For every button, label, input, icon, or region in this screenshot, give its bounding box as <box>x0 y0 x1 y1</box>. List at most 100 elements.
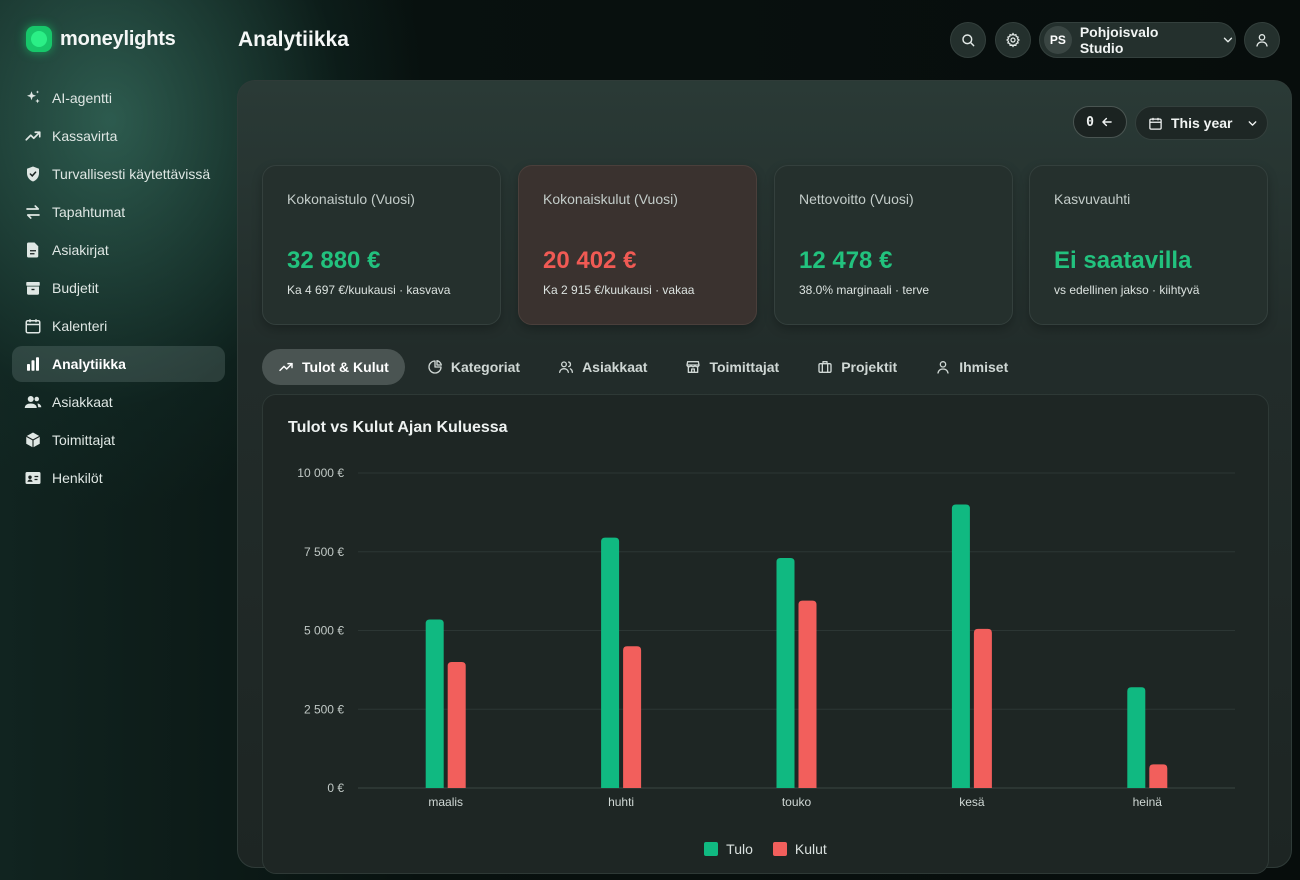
arrow-left-icon <box>1102 117 1112 127</box>
sidebar-item-label: Henkilöt <box>52 470 103 486</box>
sidebar-item-kalenteri[interactable]: Kalenteri <box>12 308 225 344</box>
users-icon <box>559 361 574 373</box>
kpi-subtext: Ka 2 915 €/kuukausi · vakaa <box>543 283 695 297</box>
bar-kulut-touko <box>798 600 817 788</box>
income-expenses-chart-card: Tulot vs Kulut Ajan Kuluessa 0 € 2 500 € 5… <box>262 394 1269 874</box>
id-card-icon <box>25 472 41 484</box>
chevron-down-icon <box>1223 37 1233 43</box>
sidebar-item-asiakkaat[interactable]: Asiakkaat <box>12 384 225 420</box>
tab-people[interactable]: Ihmiset <box>919 349 1024 385</box>
x-tick-label: kesä <box>959 795 985 809</box>
sidebar-item-asiakirjat[interactable]: Asiakirjat <box>12 232 225 268</box>
app-logo[interactable]: moneylights <box>26 26 176 52</box>
org-avatar: PS <box>1044 26 1072 54</box>
tab-label: Kategoriat <box>450 359 521 375</box>
tab-label: Toimittajat <box>709 359 780 375</box>
users-icon <box>24 396 42 408</box>
legend-swatch-expenses <box>772 842 787 856</box>
bar-tulo-huhti <box>601 537 620 788</box>
period-selector[interactable]: This year <box>1135 106 1268 140</box>
trending-up-icon <box>25 131 41 141</box>
sidebar-item-label: Budjetit <box>52 280 99 296</box>
kpi-card-growth-rate: Kasvuvauhti Ei saatavilla vs edellinen j… <box>1029 165 1268 325</box>
user-icon <box>1256 34 1268 47</box>
analytics-tabs: Tulot & Kulut Kategoriat Asiakkaat Toimi… <box>262 349 1024 385</box>
kpi-value: 32 880 € <box>287 247 381 274</box>
sidebar-item-turvallisesti[interactable]: Turvallisesti käytettävissä <box>12 156 225 192</box>
income-expenses-bar-chart: 0 € 2 500 € 5 000 € 7 500 € 10 000 € maalis hu… <box>297 466 1235 809</box>
pie-chart-icon <box>428 360 442 374</box>
tab-label: Projektit <box>841 359 898 375</box>
kpi-value: 12 478 € <box>799 247 893 274</box>
tab-label: Ihmiset <box>959 359 1009 375</box>
kpi-card-total-expenses: Kokonaiskulut (Vuosi) 20 402 € Ka 2 915 … <box>518 165 757 325</box>
sidebar-item-tapahtumat[interactable]: Tapahtumat <box>12 194 225 230</box>
kpi-value: 20 402 € <box>543 247 637 274</box>
sidebar-nav: AI-agentti Kassavirta Turvallisesti käyt… <box>12 80 225 498</box>
search-button[interactable] <box>950 22 986 58</box>
bar-tulo-maalis <box>425 619 444 788</box>
tab-categories[interactable]: Kategoriat <box>411 349 536 385</box>
arrows-exchange-icon <box>26 205 40 219</box>
sidebar-item-label: Kassavirta <box>52 128 118 144</box>
bar-kulut-heinä <box>1149 764 1168 788</box>
gear-icon <box>1006 32 1020 48</box>
kpi-card-total-income: Kokonaistulo (Vuosi) 32 880 € Ka 4 697 €… <box>262 165 501 325</box>
zero-back-button[interactable]: 0 <box>1073 106 1127 138</box>
kpi-subtext: Ka 4 697 €/kuukausi · kasvava <box>287 283 451 297</box>
tab-suppliers[interactable]: Toimittajat <box>669 349 795 385</box>
sidebar-item-label: Turvallisesti käytettävissä <box>52 166 211 182</box>
logo-mark-icon <box>26 26 52 52</box>
bar-tulo-kesä <box>951 504 970 788</box>
sidebar-item-analytiikka[interactable]: Analytiikka <box>12 346 225 382</box>
kpi-value: Ei saatavilla <box>1054 247 1192 274</box>
logo-text: moneylights <box>60 27 176 50</box>
sidebar: moneylights AI-agentti Kassavirta Turval… <box>0 0 237 880</box>
sidebar-item-label: Asiakkaat <box>52 394 113 410</box>
y-tick-label: 0 € <box>327 781 344 795</box>
bar-chart-icon <box>27 357 39 371</box>
sidebar-item-label: Analytiikka <box>52 356 126 372</box>
kpi-subtext: 38.0% marginaali · terve <box>799 283 930 297</box>
user-menu-button[interactable] <box>1244 22 1280 58</box>
kpi-label: Kokonaiskulut (Vuosi) <box>543 191 678 207</box>
tab-customers[interactable]: Asiakkaat <box>542 349 663 385</box>
organization-switcher[interactable]: PS Pohjoisvalo Studio <box>1039 22 1236 58</box>
sidebar-item-kassavirta[interactable]: Kassavirta <box>12 118 225 154</box>
y-tick-label: 5 000 € <box>304 624 344 638</box>
sidebar-item-ai-agentti[interactable]: AI-agentti <box>12 80 225 116</box>
cube-icon <box>25 432 41 448</box>
legend-item-income[interactable]: Tulo <box>704 841 753 857</box>
sidebar-item-toimittajat[interactable]: Toimittajat <box>12 422 225 458</box>
kpi-label: Kasvuvauhti <box>1054 191 1131 207</box>
archive-box-icon <box>26 282 40 295</box>
sidebar-item-henkilot[interactable]: Henkilöt <box>12 460 225 496</box>
tab-label: Asiakkaat <box>582 359 648 375</box>
y-tick-label: 2 500 € <box>304 702 344 716</box>
tab-label: Tulot & Kulut <box>302 359 389 375</box>
tab-income-expenses[interactable]: Tulot & Kulut <box>262 349 405 385</box>
calendar-icon <box>1149 117 1162 130</box>
bar-kulut-huhti <box>623 646 642 788</box>
bar-tulo-touko <box>776 558 795 788</box>
tab-projects[interactable]: Projektit <box>801 349 913 385</box>
y-tick-label: 10 000 € <box>297 466 344 480</box>
x-tick-label: heinä <box>1133 795 1163 809</box>
legend-item-expenses[interactable]: Kulut <box>772 841 827 857</box>
period-label: This year <box>1171 115 1233 131</box>
main-panel: 0 This year Kokonaistulo (Vuosi) 32 880 … <box>237 80 1292 874</box>
zero-label: 0 <box>1086 114 1094 130</box>
briefcase-icon <box>818 361 832 373</box>
sidebar-item-label: Kalenteri <box>52 318 108 334</box>
sidebar-item-label: Toimittajat <box>52 432 116 448</box>
sparkles-icon <box>27 90 40 104</box>
sidebar-item-budjetit[interactable]: Budjetit <box>12 270 225 306</box>
store-icon <box>686 361 701 373</box>
user-icon <box>937 361 949 374</box>
sidebar-item-label: Asiakirjat <box>52 242 109 258</box>
org-name: Pohjoisvalo Studio <box>1079 24 1159 56</box>
bar-tulo-heinä <box>1127 687 1146 788</box>
document-icon <box>27 242 39 258</box>
settings-button[interactable] <box>995 22 1031 58</box>
search-icon <box>962 34 975 47</box>
